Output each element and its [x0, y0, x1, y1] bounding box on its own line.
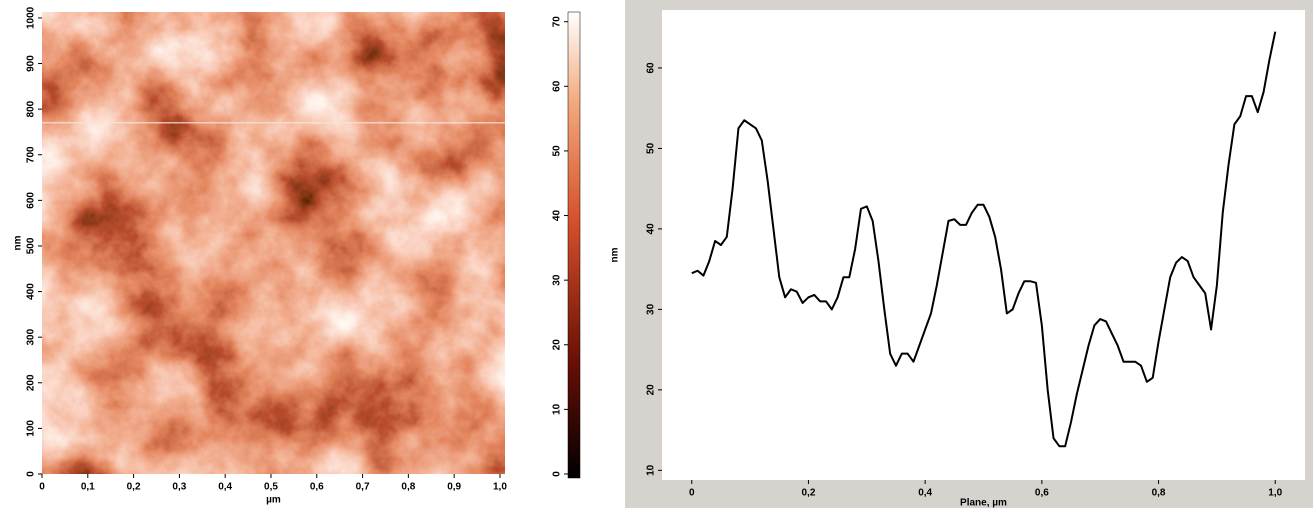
y-tick-label: 30	[552, 274, 563, 286]
y-tick-label: 1000	[26, 6, 37, 29]
y-tick-label: 60	[552, 80, 563, 92]
x-tick-label: 1,0	[493, 482, 507, 493]
colorbar	[567, 11, 581, 479]
y-tick-label: 10	[646, 464, 657, 476]
x-tick-label: 0,4	[918, 488, 932, 499]
y-tick-label: 20	[646, 384, 657, 396]
x-tick-label: 0,9	[447, 482, 461, 493]
x-tick-label: 1,0	[1268, 488, 1282, 499]
y-tick-label: 700	[26, 146, 37, 163]
y-tick-label: 40	[552, 210, 563, 222]
y-tick-label: 0	[26, 471, 37, 477]
y-tick-label: 10	[552, 403, 563, 415]
x-axis-label: Plane, µm	[960, 498, 1007, 508]
x-tick-label: 0,8	[1152, 488, 1166, 499]
y-axis-label: nm	[13, 235, 24, 250]
y-tick-label: 70	[552, 16, 563, 28]
x-tick-label: 0,4	[218, 482, 232, 493]
y-tick-label: 50	[552, 145, 563, 157]
y-tick-label: 300	[26, 328, 37, 345]
x-tick-label: 0,8	[401, 482, 415, 493]
colorbar-label: nm	[610, 247, 621, 262]
y-tick-label: 20	[552, 339, 563, 351]
x-tick-label: 0,3	[172, 482, 186, 493]
profile-plot	[662, 10, 1305, 480]
x-axis-label: µm	[266, 495, 281, 506]
x-tick-label: 0	[689, 488, 695, 499]
y-tick-label: 40	[646, 223, 657, 235]
y-tick-label: 0	[552, 471, 563, 477]
x-tick-label: 0	[39, 482, 45, 493]
x-tick-label: 0,6	[310, 482, 324, 493]
x-tick-label: 0,7	[356, 482, 370, 493]
y-tick-label: 100	[26, 420, 37, 437]
y-tick-label: 600	[26, 192, 37, 209]
y-tick-label: 60	[646, 62, 657, 74]
x-tick-label: 0,2	[127, 482, 141, 493]
x-tick-label: 0,6	[1035, 488, 1049, 499]
y-tick-label: 900	[26, 55, 37, 72]
y-tick-label: 400	[26, 283, 37, 300]
x-tick-label: 0,1	[81, 482, 95, 493]
y-tick-label: 200	[26, 374, 37, 391]
y-tick-label: 800	[26, 100, 37, 117]
y-tick-label: 500	[26, 237, 37, 254]
y-tick-label: 30	[646, 303, 657, 315]
afm-image	[42, 12, 505, 474]
profile-line	[691, 31, 1277, 448]
x-tick-label: 0,5	[264, 482, 278, 493]
x-tick-label: 0,2	[802, 488, 816, 499]
y-tick-label: 50	[646, 142, 657, 154]
